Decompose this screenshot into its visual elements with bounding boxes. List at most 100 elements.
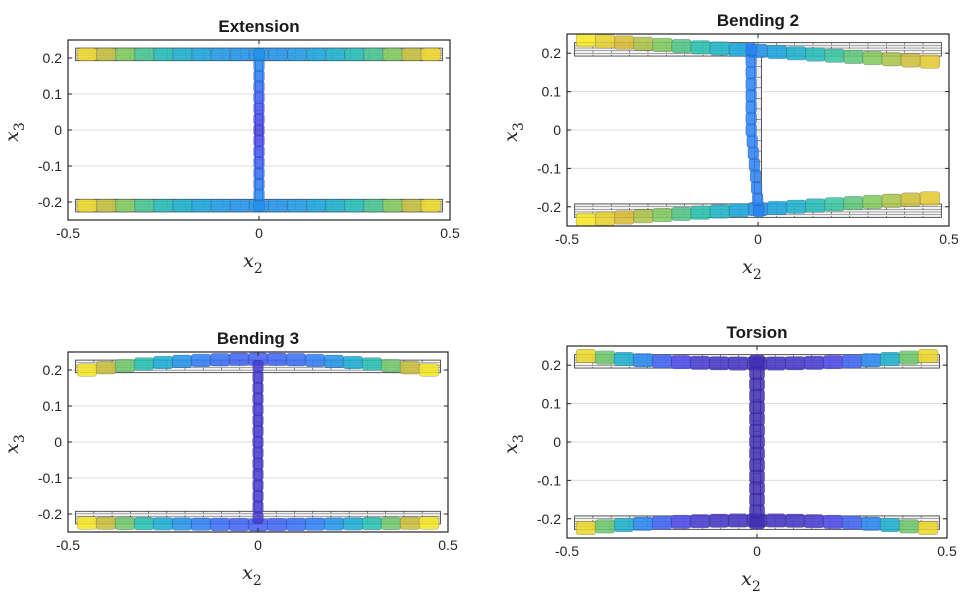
deformed-cell: [575, 212, 597, 226]
xtick-label: 0: [255, 225, 263, 241]
ytick-label: -0.1: [537, 160, 561, 176]
deformed-cell: [134, 47, 155, 61]
deformed-cell: [253, 91, 265, 105]
deformed-cell: [382, 47, 403, 61]
deformed-cell: [862, 51, 883, 66]
deformed-cell: [190, 517, 212, 531]
deformed-cell: [253, 47, 265, 61]
deformed-cell: [115, 47, 136, 61]
deformed-cell: [824, 197, 845, 212]
deformed-cell: [252, 500, 264, 514]
deformed-cell: [252, 435, 264, 449]
deformed-cell: [862, 194, 883, 209]
deformed-cell: [252, 467, 264, 481]
deformed-cell: [361, 517, 383, 531]
deformed-cell: [805, 198, 826, 213]
deformed-cell: [76, 363, 98, 377]
deformed-cell: [133, 517, 155, 531]
deformed-cell: [749, 515, 765, 530]
deformed-cell: [917, 348, 939, 364]
deformed-cell: [670, 514, 692, 529]
deformed-cell: [252, 511, 264, 525]
ytick-label: 0.2: [542, 45, 562, 61]
deformed-cell: [749, 400, 765, 415]
deformed-cell: [745, 123, 757, 137]
deformed-cell: [651, 515, 673, 530]
deformed-cell: [420, 47, 442, 61]
deformed-cell: [152, 355, 174, 370]
deformed-cell: [803, 355, 825, 370]
deformed-cell: [380, 516, 402, 531]
deformed-cell: [900, 192, 922, 207]
xtick-label: -0.5: [56, 537, 80, 553]
xtick-label: 0.5: [937, 543, 957, 559]
deformed-cell: [399, 361, 421, 375]
x-axis-label: x2: [741, 568, 761, 595]
plot-content: [75, 352, 441, 532]
deformed-cell: [252, 392, 264, 406]
plot-content: [574, 348, 940, 536]
deformed-cell: [749, 469, 765, 484]
deformed-cell: [614, 35, 635, 50]
deformed-cell: [633, 209, 654, 224]
ytick-label: -0.2: [38, 506, 62, 522]
deformed-cell: [822, 355, 844, 370]
deformed-cell: [266, 518, 288, 532]
deformed-cell: [822, 514, 844, 529]
deformed-cell: [252, 413, 264, 427]
ytick-label: 0.2: [43, 50, 63, 66]
deformed-cell: [784, 513, 806, 528]
deformed-cell: [190, 353, 212, 367]
deformed-cell: [749, 458, 765, 472]
deformed-cell: [253, 112, 265, 126]
ytick-label: 0.2: [43, 362, 63, 378]
deformed-cell: [749, 169, 762, 183]
deformed-cell: [382, 199, 403, 213]
deformed-cell: [805, 47, 826, 62]
deformed-cell: [728, 203, 750, 218]
deformed-cell: [171, 517, 193, 531]
deformed-cell: [134, 199, 155, 213]
deformed-cell: [709, 204, 731, 219]
deformed-cell: [671, 206, 692, 221]
deformed-cell: [252, 489, 264, 503]
deformed-cell: [689, 355, 711, 370]
deformed-cell: [594, 211, 616, 226]
deformed-cell: [363, 47, 384, 61]
xtick-label: 0.5: [438, 537, 458, 553]
xtick-label: 0: [754, 231, 762, 247]
xtick-label: -0.5: [555, 543, 579, 559]
chart-title: Bending 2: [717, 11, 799, 30]
deformed-cell: [172, 47, 193, 61]
deformed-cell: [633, 36, 654, 51]
deformed-cell: [401, 199, 423, 213]
deformed-cell: [115, 199, 136, 213]
deformed-cell: [228, 352, 250, 366]
deformed-cell: [766, 200, 788, 215]
deformed-cell: [325, 47, 346, 61]
deformed-cell: [253, 188, 265, 202]
deformed-cell: [898, 519, 920, 534]
deformed-cell: [344, 47, 365, 61]
deformed-cell: [95, 47, 117, 61]
deformed-cell: [210, 47, 232, 61]
deformed-cell: [253, 166, 265, 180]
deformed-cell: [253, 145, 265, 159]
deformed-cell: [228, 518, 250, 532]
ytick-label: 0.1: [43, 398, 63, 414]
deformed-cell: [253, 123, 265, 137]
deformed-cell: [342, 517, 364, 531]
ytick-label: -0.2: [537, 511, 561, 527]
xtick-label: 0.5: [440, 225, 460, 241]
deformed-cell: [749, 377, 765, 392]
deformed-cell: [749, 446, 765, 461]
deformed-cell: [153, 47, 174, 61]
deformed-cell: [253, 155, 265, 169]
deformed-cell: [253, 58, 265, 72]
deformed-cell: [380, 359, 402, 373]
plot-content: [75, 47, 443, 213]
deformed-mesh: [76, 47, 442, 213]
y-axis-label: x3: [1, 122, 28, 142]
deformed-cell: [209, 517, 231, 532]
